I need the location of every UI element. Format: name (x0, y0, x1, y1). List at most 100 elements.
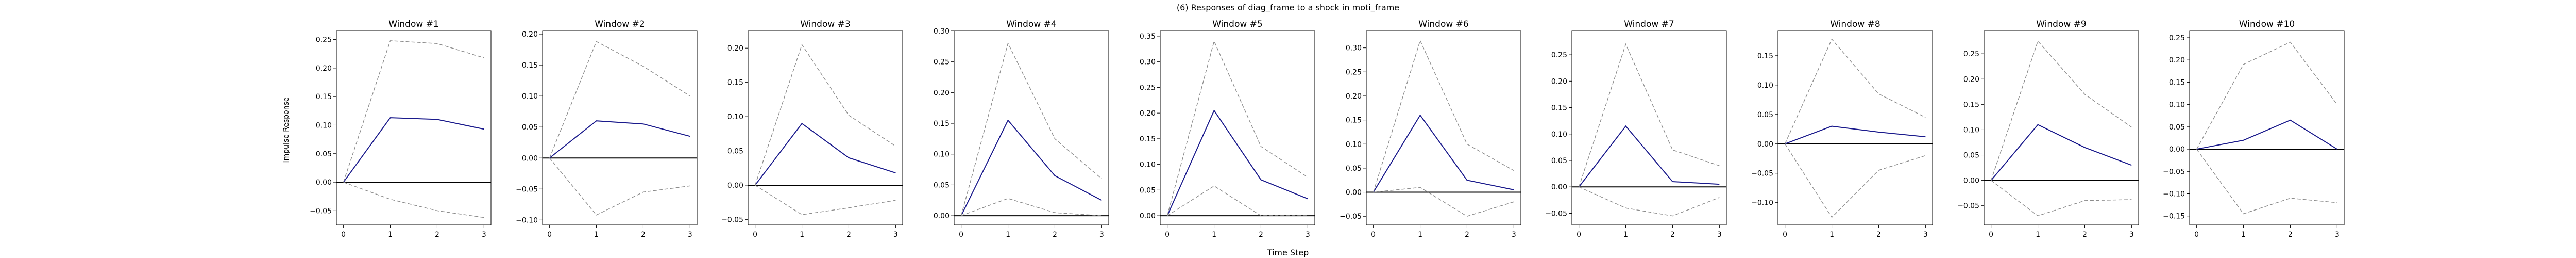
y-tick-label: 0.25 (934, 58, 950, 67)
y-tick-label: 0.25 (2169, 34, 2185, 42)
panel-title: Window #3 (800, 19, 851, 29)
x-tick-label: 0 (1165, 231, 1170, 239)
y-tick-label: 0.10 (522, 92, 538, 101)
lower-band-line (961, 198, 1102, 216)
response-line (960, 119, 1102, 216)
y-tick-label: 0.00 (1140, 212, 1156, 220)
panel-title: Window #8 (1830, 19, 1880, 29)
x-tick-label: 1 (1829, 231, 1834, 239)
panel-title: Window #6 (1418, 19, 1469, 29)
y-tick-label: 0.30 (934, 27, 950, 36)
x-tick-label: 3 (1512, 231, 1516, 239)
upper-band-line (1166, 40, 1308, 216)
y-tick-label: 0.00 (2169, 146, 2185, 154)
axes-frame (1366, 30, 1521, 225)
x-tick-label: 2 (641, 231, 646, 239)
response-line (1372, 114, 1514, 193)
y-tick-label: 0.15 (1346, 117, 1362, 125)
lower-band-line (2196, 149, 2337, 215)
y-tick-label: 0.05 (1757, 111, 1773, 119)
y-tick-label: 0.30 (1346, 44, 1362, 53)
x-tick-label: 0 (959, 231, 963, 239)
y-tick-label: 0.05 (1963, 152, 1979, 160)
y-tick-label: 0.15 (2169, 78, 2185, 87)
x-tick-label: 2 (2288, 231, 2293, 239)
y-tick-label: 0.10 (1551, 131, 1567, 139)
upper-band-line (754, 43, 896, 186)
x-tick-label: 2 (1465, 231, 1469, 239)
y-tick-label: 0.20 (1551, 77, 1567, 86)
x-tick-label: 3 (2335, 231, 2340, 239)
y-tick-label: 0.15 (1963, 101, 1979, 109)
x-tick-label: 0 (2194, 231, 2199, 239)
y-tick-label: 0.10 (727, 113, 743, 121)
y-tick-label: 0.05 (522, 123, 538, 132)
x-tick-label: 1 (594, 231, 599, 239)
x-tick-label: 3 (2129, 231, 2134, 239)
panel-title: Window #2 (595, 19, 645, 29)
y-tick-label: 0.25 (1551, 51, 1567, 59)
panel-window-9: −0.05 0.00 0.05 0.10 0.15 0.20 0.25 0 1 2 3 Window … (1957, 19, 2139, 239)
y-tick-label: 0.00 (1757, 140, 1773, 149)
panel-window-10: −0.15 −0.10 −0.05 0.00 0.05 0.10 0.15 0.20 0.25 0… (2163, 19, 2345, 239)
response-line (343, 117, 484, 183)
axes-frame (1777, 30, 1933, 225)
x-tick-label: 2 (435, 231, 439, 239)
y-tick-label: 0.05 (934, 181, 950, 189)
y-tick-label: 0.20 (316, 64, 332, 73)
y-tick-label: −0.15 (2163, 213, 2185, 221)
upper-band-line (343, 40, 484, 183)
y-tick-label: 0.05 (1346, 165, 1362, 173)
y-tick-label: 0.20 (1963, 75, 1979, 84)
x-tick-label: 2 (1053, 231, 1057, 239)
y-tick-label: −0.05 (2163, 168, 2185, 176)
y-tick-label: 0.35 (1140, 33, 1156, 41)
lower-band-line (755, 185, 896, 215)
axes-frame (1160, 30, 1315, 225)
y-tick-label: 0.10 (316, 121, 332, 130)
panel-window-5: 0.00 0.05 0.10 0.15 0.20 0.25 0.30 0.35 0 1 2 3 Wind… (1140, 19, 1315, 239)
y-tick-label: 0.25 (1963, 50, 1979, 58)
response-line (754, 122, 896, 186)
figure-suptitle: (6) Responses of diag_frame to a shock i… (1177, 3, 1399, 13)
y-tick-label: −0.05 (310, 207, 332, 215)
x-tick-label: 2 (2082, 231, 2087, 239)
lower-band-line (343, 182, 484, 218)
y-tick-label: 0.10 (1346, 140, 1362, 149)
response-line (1166, 109, 1308, 216)
x-tick-label: 0 (547, 231, 552, 239)
axes-frame (336, 30, 492, 225)
figure-ylabel: Impulse Response (282, 97, 291, 163)
panel-window-7: −0.05 0.00 0.05 0.10 0.15 0.20 0.25 0 1 2 3 Window … (1545, 19, 1727, 239)
y-tick-label: 0.15 (316, 93, 332, 101)
x-tick-label: 2 (1876, 231, 1881, 239)
y-tick-label: −0.05 (1545, 209, 1567, 218)
y-tick-label: −0.05 (1957, 202, 1979, 211)
y-tick-label: 0.05 (2169, 123, 2185, 132)
y-tick-label: −0.10 (1751, 199, 1773, 207)
upper-band-line (2196, 41, 2337, 150)
upper-band-line (549, 41, 690, 158)
y-tick-label: 0.15 (1757, 52, 1773, 60)
response-line (1578, 125, 1720, 187)
y-tick-label: 0.25 (1346, 68, 1362, 76)
response-line (1785, 125, 1926, 144)
panel-window-1: −0.05 0.00 0.05 0.10 0.15 0.20 0.25 0 1 2 3 Window … (310, 19, 492, 239)
axes-frame (2189, 30, 2345, 225)
y-tick-label: −0.10 (2163, 190, 2185, 198)
x-tick-label: 0 (1783, 231, 1787, 239)
y-tick-label: 0.20 (1346, 92, 1362, 101)
x-tick-label: 0 (1989, 231, 1993, 239)
axes-frame (1984, 30, 2139, 225)
panel-title: Window #7 (1624, 19, 1674, 29)
x-tick-label: 1 (388, 231, 393, 239)
y-tick-label: −0.05 (1751, 170, 1773, 178)
panel-title: Window #5 (1212, 19, 1263, 29)
x-tick-label: 3 (1099, 231, 1104, 239)
upper-band-line (1990, 40, 2132, 181)
y-tick-label: 0.00 (1346, 189, 1362, 197)
y-tick-label: 0.10 (1757, 82, 1773, 90)
panels: −0.05 0.00 0.05 0.10 0.15 0.20 0.25 0 1 2 3 Window … (310, 19, 2345, 239)
x-tick-label: 0 (753, 231, 757, 239)
